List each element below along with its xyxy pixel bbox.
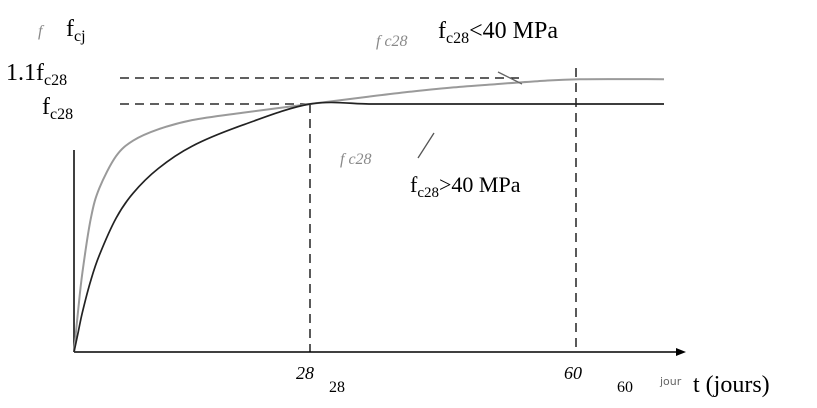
x-tick-60: 60 — [617, 379, 633, 396]
x-axis-arrow — [676, 348, 686, 356]
x-axis-faint-label: jour — [659, 375, 682, 388]
y-tick-1-1fc28: 1.1fc28 — [6, 60, 67, 89]
lower-curve-ghost-label: f c28 — [340, 151, 372, 168]
series-line-above-40mpa — [73, 101, 664, 353]
upper-curve-label: fc28<40 MPa — [438, 18, 558, 47]
lower-curve-label: fc28>40 MPa — [410, 172, 521, 201]
x-tick-60-italic: 60 — [564, 363, 582, 383]
x-tick-28: 28 — [329, 379, 345, 396]
series-line-below-40mpa — [73, 78, 665, 353]
series-layer — [73, 78, 665, 353]
y-axis-ghost-label: f — [38, 23, 45, 40]
x-tick-28-italic: 28 — [296, 363, 314, 383]
y-tick-fc28: fc28 — [42, 94, 73, 123]
lower-curve-leader — [417, 132, 435, 159]
upper-curve-leader — [497, 71, 523, 85]
upper-curve-ghost-label: f c28 — [376, 33, 408, 50]
x-axis-label: t (jours) — [693, 372, 770, 398]
y-axis-label: fcj — [66, 16, 86, 45]
